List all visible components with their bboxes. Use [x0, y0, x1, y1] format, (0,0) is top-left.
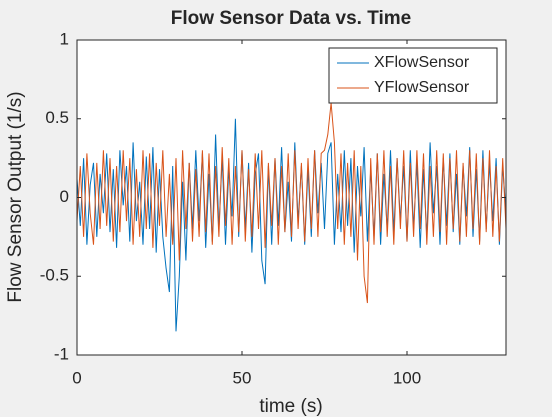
x-tick-label: 100 — [393, 368, 421, 387]
y-axis-label: Flow Sensor Output (1/s) — [5, 91, 26, 302]
x-tick-label: 50 — [233, 368, 252, 387]
chart-title: Flow Sensor Data vs. Time — [171, 8, 411, 29]
series-line — [76, 102, 507, 304]
y-tick-label: 0.5 — [45, 108, 69, 127]
y-tick-label: 1 — [60, 29, 69, 48]
legend-label: YFlowSensor — [374, 79, 470, 96]
x-axis-label: time (s) — [259, 396, 322, 417]
y-tick-label: -1 — [54, 344, 69, 363]
x-tick-label: 0 — [72, 368, 81, 387]
y-tick-label: -0.5 — [40, 266, 69, 285]
legend-label: XFlowSensor — [374, 54, 470, 71]
marks — [76, 102, 507, 332]
y-tick-label: 0 — [60, 187, 69, 206]
legend-box — [328, 47, 498, 104]
